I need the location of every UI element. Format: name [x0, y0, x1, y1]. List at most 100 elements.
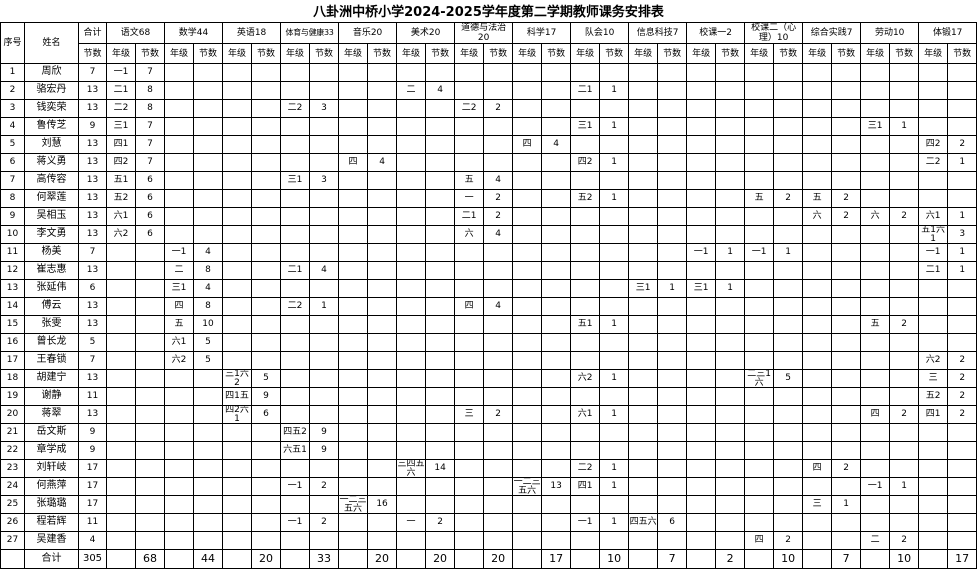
periods-cell: 5 — [193, 351, 224, 370]
periods-cell — [425, 423, 456, 442]
periods-cell — [657, 333, 688, 352]
periods-cell: 4 — [483, 225, 514, 244]
periods-cell — [715, 135, 746, 154]
periods-cell — [831, 135, 862, 154]
grade-cell — [918, 81, 949, 100]
header-teacher-name: 姓名 — [24, 22, 79, 64]
periods-cell — [773, 297, 804, 316]
periods-cell: 8 — [134, 99, 166, 118]
grade-cell: 二2 — [106, 99, 136, 118]
grade-cell — [396, 495, 427, 514]
periods-cell — [715, 351, 746, 370]
periods-cell: 1 — [599, 315, 630, 334]
total-periods: 17 — [78, 459, 107, 478]
grade-cell — [512, 117, 543, 136]
periods-cell — [541, 171, 572, 190]
periods-cell — [134, 279, 166, 298]
periods-cell — [889, 99, 920, 118]
periods-cell: 2 — [309, 513, 340, 532]
grade-cell — [396, 99, 427, 118]
subject-total: 7 — [831, 549, 862, 569]
grade-header: 年级 — [802, 43, 833, 64]
periods-cell — [367, 531, 398, 550]
totals-grade-empty — [222, 549, 253, 569]
grade-cell — [164, 171, 195, 190]
periods-cell — [193, 423, 224, 442]
grade-cell — [744, 135, 775, 154]
teacher-row: 6 蒋义勇 13 四2 7 四 4 四2 1 二2 1 — [0, 153, 977, 172]
periods-cell — [541, 99, 572, 118]
periods-cell — [715, 441, 746, 460]
row-number: 10 — [0, 225, 25, 244]
periods-cell — [599, 333, 630, 352]
subject-total: 44 — [193, 549, 224, 569]
total-periods: 7 — [78, 351, 107, 370]
periods-cell — [193, 459, 224, 478]
grade-cell — [686, 477, 717, 496]
total-periods: 7 — [78, 243, 107, 262]
periods-cell — [541, 225, 572, 244]
row-number: 20 — [0, 405, 25, 424]
grade-cell — [918, 477, 949, 496]
grade-cell — [396, 369, 427, 388]
periods-cell — [134, 333, 166, 352]
periods-cell — [657, 459, 688, 478]
grade-cell — [164, 459, 195, 478]
grade-cell — [686, 207, 717, 226]
periods-cell — [134, 315, 166, 334]
grade-cell: 三1 — [686, 279, 717, 298]
subject-header-label: 校课一2 — [699, 28, 732, 38]
teacher-row: 4 鲁传芝 9 三1 7 三1 1 三1 1 — [0, 117, 977, 136]
periods-cell — [541, 423, 572, 442]
row-number: 14 — [0, 297, 25, 316]
grade-cell — [918, 423, 949, 442]
periods-cell — [715, 261, 746, 280]
grade-cell — [570, 333, 601, 352]
grade-cell: 四 — [164, 297, 195, 316]
grade-cell — [860, 153, 891, 172]
grade-cell — [106, 459, 136, 478]
grade-cell — [570, 423, 601, 442]
periods-cell — [947, 333, 977, 352]
subject-total: 17 — [541, 549, 572, 569]
subject-header: 劳动10 — [860, 22, 920, 44]
periods-header: 节数 — [251, 43, 282, 64]
grade-cell: 四2 — [570, 153, 601, 172]
periods-cell — [947, 477, 977, 496]
grade-cell — [860, 333, 891, 352]
teacher-name: 何翠莲 — [24, 189, 79, 208]
grade-cell — [744, 387, 775, 406]
grade-cell: 二2 — [280, 297, 311, 316]
total-periods: 11 — [78, 387, 107, 406]
grade-cell: 一1 — [744, 243, 775, 262]
row-number: 13 — [0, 279, 25, 298]
grade-cell — [686, 135, 717, 154]
periods-cell — [831, 405, 862, 424]
teacher-name: 曾长龙 — [24, 333, 79, 352]
periods-cell — [425, 387, 456, 406]
periods-cell: 9 — [309, 441, 340, 460]
grade-cell — [860, 495, 891, 514]
grade-cell — [570, 63, 601, 82]
periods-cell — [657, 261, 688, 280]
periods-cell — [193, 189, 224, 208]
periods-cell: 4 — [193, 243, 224, 262]
row-number: 12 — [0, 261, 25, 280]
periods-cell — [367, 333, 398, 352]
row-number: 22 — [0, 441, 25, 460]
grade-cell — [512, 189, 543, 208]
periods-cell: 1 — [599, 477, 630, 496]
teacher-name: 蒋义勇 — [24, 153, 79, 172]
grade-cell — [454, 441, 485, 460]
periods-cell — [134, 495, 166, 514]
grade-cell — [628, 207, 659, 226]
total-periods: 13 — [78, 405, 107, 424]
subject-header: 数学44 — [164, 22, 224, 44]
teacher-name: 程若辉 — [24, 513, 79, 532]
periods-cell — [309, 333, 340, 352]
grade-cell: 一1 — [280, 513, 311, 532]
grade-cell — [802, 297, 833, 316]
periods-cell — [657, 117, 688, 136]
grade-header: 年级 — [512, 43, 543, 64]
periods-cell — [425, 225, 456, 244]
